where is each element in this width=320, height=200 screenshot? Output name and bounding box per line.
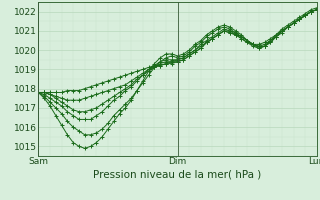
X-axis label: Pression niveau de la mer( hPa ): Pression niveau de la mer( hPa ): [93, 169, 262, 179]
